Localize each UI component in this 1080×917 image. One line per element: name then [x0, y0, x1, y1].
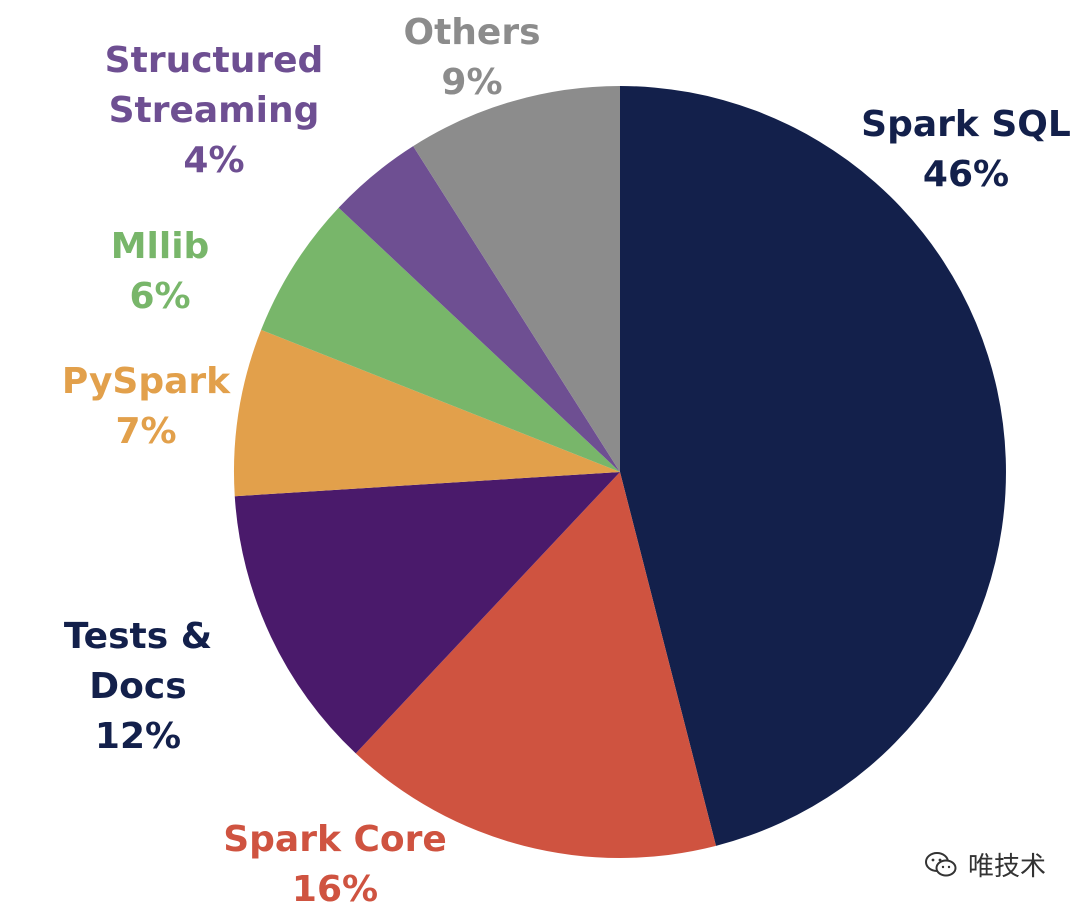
slice-label: PySpark 7%: [62, 357, 230, 457]
pie-slice-others: [413, 86, 620, 472]
pie-slice-mllib: [261, 207, 620, 472]
slice-label-name: Spark Core: [223, 819, 447, 860]
slice-label: Spark Core 16%: [223, 815, 447, 915]
slice-label-value: 46%: [922, 154, 1010, 195]
slice-label-value: 4%: [183, 140, 245, 181]
pie-slice-spark-core: [355, 472, 716, 858]
slice-label-name: Streaming: [108, 90, 320, 131]
slice-label: Spark SQL 46%: [861, 100, 1071, 200]
slice-label: Structured Streaming 4%: [105, 36, 324, 186]
slice-label-name: Docs: [89, 666, 187, 707]
slice-label: Tests & Docs 12%: [64, 612, 212, 762]
pie-slice-structured-streaming: [338, 146, 620, 472]
watermark: 唯技术: [924, 846, 1046, 883]
slice-label-name: Spark SQL: [861, 104, 1071, 145]
pie-slice-spark-sql: [620, 86, 1006, 846]
slice-label: Mllib 6%: [111, 222, 210, 322]
pie-slice-pyspark: [233, 329, 620, 497]
slice-label-value: 6%: [129, 276, 191, 317]
slice-label-value: 16%: [291, 869, 379, 910]
slice-label-name: PySpark: [61, 361, 231, 402]
slice-label: Others 9%: [403, 8, 540, 108]
pie-slice-tests-docs: [234, 472, 620, 754]
slice-label-value: 12%: [94, 716, 182, 757]
watermark-text: 唯技术: [967, 852, 1046, 882]
wechat-icon: [924, 851, 958, 879]
slice-label-name: Others: [403, 12, 541, 53]
slice-label-name: Structured: [104, 40, 324, 81]
slice-label-name: Mllib: [110, 226, 210, 267]
slice-label-value: 7%: [115, 411, 177, 452]
slice-label-value: 9%: [441, 62, 503, 103]
slice-label-name: Tests &: [63, 616, 213, 657]
